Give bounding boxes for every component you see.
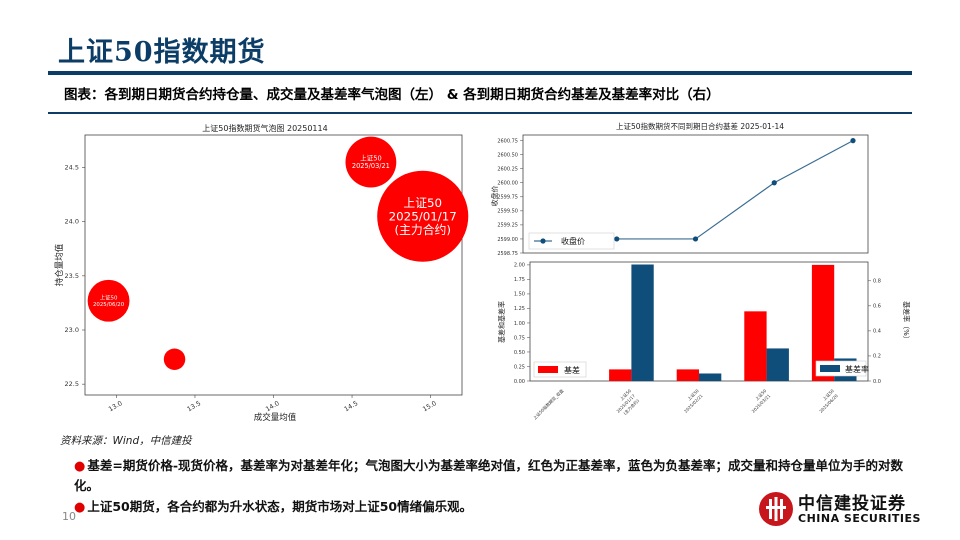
bar-left-tick-label: 0.00	[514, 379, 525, 385]
line-series-path	[616, 140, 854, 240]
title-divider	[48, 71, 912, 75]
line-legend-box	[528, 232, 615, 250]
line-y-tick-label: 2598.75	[497, 251, 518, 257]
bar-left-tick-label: 1.25	[514, 306, 525, 312]
bar-left-tick-label: 0.25	[514, 364, 525, 370]
bar-left-tick-label: 0.75	[514, 335, 525, 341]
bar-left-tick-label: 2.00	[514, 263, 525, 269]
page-title: 上证50指数期货	[58, 37, 266, 68]
bar-left-tick-label: 1.50	[514, 292, 525, 298]
bubble-y-tick-label: 23.5	[65, 272, 79, 280]
bubble-x-tick-label: 13.0	[107, 399, 124, 413]
bar-left-tick-label: 0.50	[514, 350, 525, 356]
bar-plot-area	[529, 261, 869, 382]
bar-left-tick-label: 1.75	[514, 277, 525, 283]
bar-right-tick-label: 0.6	[873, 304, 881, 310]
line-chart-title: 上证50指数期货不同到期日合约基差 2025-01-14	[616, 121, 784, 131]
bubble-x-tick-label: 14.0	[264, 399, 281, 413]
bubble-point	[377, 170, 469, 262]
line-legend-marker	[540, 238, 546, 244]
line-y-tick-label: 2599.00	[497, 237, 518, 243]
line-y-tick-label: 2599.75	[497, 195, 518, 201]
line-y-axis-label: 收盘价	[490, 186, 499, 207]
line-y-tick-label: 2599.50	[497, 209, 518, 215]
bar-legend-right-label: 基差率	[845, 364, 869, 374]
line-point	[692, 236, 699, 242]
bubble-x-tick-label: 13.5	[186, 399, 203, 413]
line-y-tick-label: 2600.50	[497, 152, 518, 158]
bubble-x-axis-label: 成交量均值	[254, 412, 297, 423]
bar-legend-left-swatch	[538, 366, 558, 373]
bar-right-tick-label: 0.2	[873, 354, 881, 360]
bar-legend-left-label: 基差	[564, 365, 580, 375]
bullet-dot-icon: ●	[74, 500, 86, 515]
line-y-tick-label: 2600.25	[497, 167, 518, 173]
bar-left-tick-label: 1.00	[514, 321, 525, 327]
bullet-text-2: 上证50期货，各合约都为升水状态，期货市场对上证50情绪偏乐观。	[87, 499, 473, 514]
bubble-data-label: 2025/03/21	[352, 162, 390, 170]
bar-x-tick-label: 上证50指数期货_收盘	[531, 387, 565, 421]
bar-basis-rate	[631, 264, 654, 381]
bubble-y-axis-label: 持仓量均值	[54, 243, 65, 286]
bar-right-tick-label: 0.0	[873, 379, 881, 385]
logo-chinese-name: 中信建投证券	[798, 494, 906, 514]
bubble-y-tick-label: 22.5	[65, 380, 79, 388]
bar-right-tick-label: 0.8	[873, 279, 881, 285]
line-y-tick-label: 2599.25	[497, 223, 518, 229]
bubble-y-tick-label: 23.0	[65, 326, 79, 334]
bubble-y-tick-label: 24.5	[65, 164, 79, 172]
bubble-point	[345, 136, 397, 188]
caption-divider	[48, 112, 912, 114]
bullet-point-1: ● 基差=期货价格-现货价格，基差率为对基差年化；气泡图大小为基差率绝对值，红色为…	[74, 456, 904, 495]
bullet-text-1: 基差=期货价格-现货价格，基差率为对基差年化；气泡图大小为基差率绝对值，红色为正…	[74, 458, 904, 493]
bubble-data-label: (主力合约)	[394, 223, 451, 237]
bar-chart: 0.00 0.25 0.50 0.75 1.00 1.25 1.50 1.75 2.00 0.0 0…	[497, 261, 911, 421]
data-source-note: 资料来源：Wind，中信建投	[60, 435, 192, 447]
bullet-point-2: ● 上证50期货，各合约都为升水状态，期货市场对上证50情绪偏乐观。	[74, 497, 904, 517]
bubble-x-tick-label: 14.5	[343, 399, 360, 413]
bar-basis-rate	[699, 373, 722, 381]
bar-basis	[744, 311, 767, 381]
bubble-chart: 上证50指数期货气泡图 20250114 13.0 13.5 14.0 14.5 15.…	[54, 123, 469, 423]
bubble-point	[87, 279, 130, 322]
bar-right-axis-label: 基差率（%）	[902, 301, 911, 343]
bar-legend-right-swatch	[820, 365, 840, 372]
bubble-data-label: 上证50	[360, 154, 382, 163]
bubble-chart-title: 上证50指数期货气泡图 20250114	[202, 123, 327, 133]
bubble-plot-area	[84, 134, 463, 396]
bullet-dot-icon: ●	[74, 459, 86, 474]
bubble-data-label: 2025/06/20	[93, 302, 125, 308]
bar-basis	[676, 369, 699, 381]
bubble-data-label: 上证50	[403, 196, 442, 210]
bar-legend-left-box	[533, 361, 587, 378]
bubble-x-tick-label: 15.0	[421, 399, 438, 413]
bar-right-tick-label: 0.4	[873, 329, 881, 335]
logo-english-name: CHINA SECURITIES	[798, 512, 921, 525]
line-point	[614, 236, 620, 242]
chart-caption: 图表：各到期日期货合约持仓量、成交量及基差率气泡图（左） & 各到期日期货合约基…	[64, 87, 720, 103]
bar-legend-right-box	[815, 360, 867, 377]
line-chart: 上证50指数期货不同到期日合约基差 2025-01-14 2598.75 2599…	[490, 121, 869, 257]
bubble-data-label: 上证50	[100, 294, 118, 302]
bubble-data-label: 2025/01/17	[389, 209, 457, 223]
bubble-point	[163, 348, 186, 370]
bar-basis	[609, 369, 632, 381]
bubble-y-tick-label: 24.0	[65, 218, 79, 226]
bar-basis-rate	[766, 348, 789, 381]
line-legend-label: 收盘价	[561, 236, 585, 246]
page-number: 10	[62, 510, 76, 523]
bar-left-axis-label: 基差和基差率	[497, 301, 506, 343]
company-logo	[759, 492, 793, 526]
line-point	[771, 180, 777, 186]
line-y-tick-label: 2600.75	[497, 138, 518, 144]
line-point	[850, 138, 856, 144]
bar-basis	[811, 264, 835, 381]
line-y-tick-label: 2600.00	[497, 181, 518, 187]
